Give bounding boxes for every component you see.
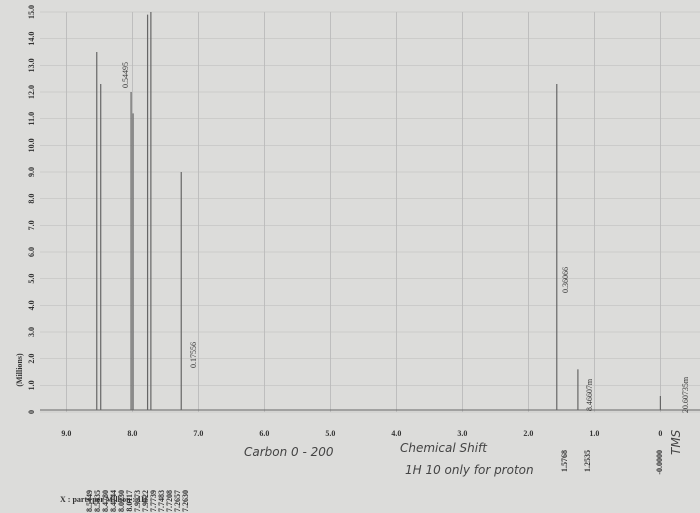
peak-label: 7.7739 (149, 490, 158, 512)
y-tick-label: 4.0 (27, 300, 36, 310)
integral-label: 0.36066 (561, 267, 570, 293)
handwritten-note: Carbon 0 - 200 (244, 445, 334, 459)
y-tick-label: 7.0 (27, 220, 36, 230)
peak-label: 8.0230 (117, 490, 126, 512)
y-tick-label: 6.0 (27, 247, 36, 257)
peak-label: 8.4780 (101, 490, 110, 512)
integral-label: 8.46607m (585, 378, 594, 411)
x-tick-label: 3.0 (457, 429, 467, 438)
handwritten-note: TMS (669, 429, 683, 455)
x-tick-label: 9.0 (61, 429, 71, 438)
y-tick-label: 11.0 (27, 112, 36, 126)
y-tick-label: 5.0 (27, 274, 36, 284)
peak-label: 1.5768 (560, 450, 569, 472)
x-tick-label: 7.0 (193, 429, 203, 438)
y-tick-label: 3.0 (27, 327, 36, 337)
y-axis-label: (Millions) (15, 353, 24, 387)
y-tick-label: 15.0 (27, 5, 36, 19)
peak-label: 7.2630 (181, 490, 190, 512)
peak-label: 7.7483 (157, 490, 166, 512)
x-tick-label: 6.0 (259, 429, 269, 438)
y-tick-label: 14.0 (27, 32, 36, 46)
peak-label: -0.0000 (655, 450, 664, 475)
peak-label: 8.5449 (85, 490, 94, 512)
x-tick-label: 0 (658, 429, 662, 438)
peak-label: 8.0117 (125, 490, 134, 512)
x-tick-label: 8.0 (127, 429, 137, 438)
peak-label: 8.4744 (109, 490, 118, 512)
y-tick-label: 9.0 (27, 167, 36, 177)
y-tick-label: 8.0 (27, 194, 36, 204)
peak-label: 7.9922 (141, 490, 150, 512)
x-tick-label: 5.0 (325, 429, 335, 438)
handwritten-note: 1H 10 only for proton (405, 463, 534, 477)
peak-label: 7.7208 (165, 490, 174, 512)
x-axis-label: X : parts per Million : 1H (60, 495, 148, 504)
peak-label: 7.9973 (133, 490, 142, 512)
y-tick-label: 2.0 (27, 354, 36, 364)
x-tick-label: 2.0 (523, 429, 533, 438)
peak-label: 1.2535 (583, 450, 592, 472)
y-tick-label: 12.0 (27, 85, 36, 99)
y-tick-label: 13.0 (27, 58, 36, 72)
peak-label: 7.2657 (173, 490, 182, 512)
integral-label: 0.17556 (189, 342, 198, 368)
x-tick-label: 1.0 (589, 429, 599, 438)
integral-label: 20.60735m (681, 376, 690, 413)
integral-label: 0.54495 (121, 62, 130, 88)
x-tick-label: 4.0 (391, 429, 401, 438)
y-tick-label: 0 (27, 410, 36, 414)
y-tick-label: 10.0 (27, 138, 36, 152)
y-tick-label: 1.0 (27, 380, 36, 390)
peak-label: 8.5035 (93, 490, 102, 512)
handwritten-note: Chemical Shift (400, 441, 488, 455)
